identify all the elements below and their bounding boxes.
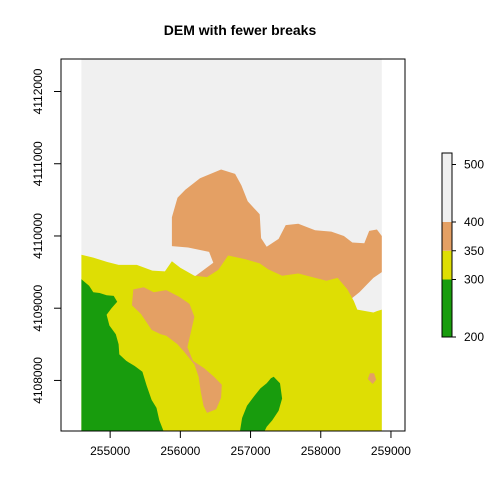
legend: 200 300 350 400 500 bbox=[441, 152, 484, 344]
y-tick-label: 4110000 bbox=[31, 213, 45, 259]
legend-swatch-1 bbox=[442, 250, 452, 280]
raster-plot bbox=[81, 59, 382, 431]
x-tick-label: 259000 bbox=[371, 444, 411, 458]
legend-swatch-3 bbox=[442, 153, 452, 222]
legend-tick-label: 500 bbox=[464, 158, 484, 172]
x-tick-label: 256000 bbox=[160, 444, 200, 458]
raster-region-3 bbox=[131, 287, 222, 413]
legend-tick-label: 400 bbox=[464, 215, 484, 229]
raster-region-4 bbox=[367, 373, 377, 384]
y-tick-label: 4108000 bbox=[31, 357, 45, 404]
y-tick-label: 4111000 bbox=[31, 141, 45, 186]
legend-frame bbox=[441, 152, 453, 338]
y-tick-label: 4109000 bbox=[31, 285, 45, 332]
raster-region-6 bbox=[240, 376, 283, 431]
y-axis: 4108000 4109000 4110000 4111000 4112000 bbox=[31, 68, 62, 404]
chart-title: DEM with fewer breaks bbox=[164, 22, 317, 38]
y-tick-label: 4112000 bbox=[31, 68, 45, 114]
legend-swatch-2 bbox=[442, 222, 452, 251]
legend-tick-label: 300 bbox=[464, 273, 484, 287]
x-tick-label: 257000 bbox=[231, 444, 271, 458]
raster-region-7 bbox=[143, 249, 155, 257]
raster-region-5 bbox=[81, 279, 164, 431]
legend-tick-label: 350 bbox=[464, 244, 484, 258]
x-axis: 255000 256000 257000 258000 259000 bbox=[90, 430, 411, 458]
legend-tick-label: 200 bbox=[464, 330, 484, 344]
x-tick-label: 258000 bbox=[301, 444, 341, 458]
x-tick-label: 255000 bbox=[90, 444, 130, 458]
legend-swatch-0 bbox=[442, 279, 452, 337]
